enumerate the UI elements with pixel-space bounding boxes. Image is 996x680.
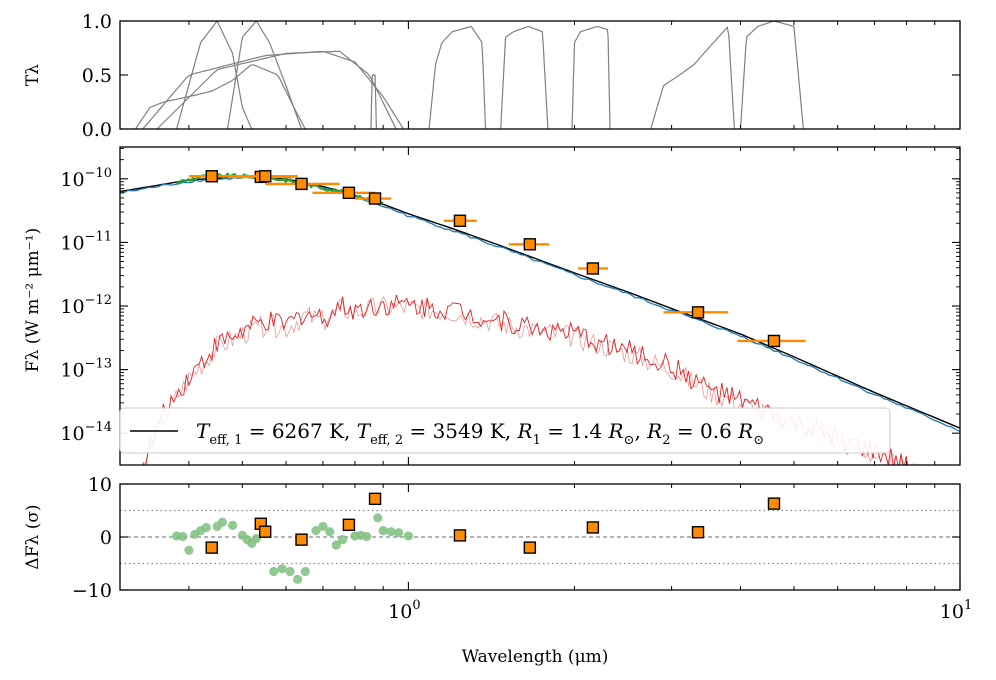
- filter-curve-filter-b: [176, 21, 253, 129]
- photometry-residual-point: [453, 529, 467, 542]
- sed-y-tick-label: 10−14: [60, 420, 112, 445]
- spectrum-residual-point: [311, 526, 321, 536]
- residual-points: [172, 492, 781, 585]
- residual-y-tick-label: 10: [88, 474, 112, 496]
- spectrum-residual-point: [293, 574, 303, 585]
- photometry-point: [691, 306, 705, 319]
- transmission-y-tick-label: 0.5: [82, 65, 112, 87]
- sed-y-tick-label: 10−10: [60, 166, 112, 191]
- transmission-x-ticks: [119, 21, 961, 129]
- spectrum-residual-point: [227, 520, 238, 530]
- transmission-frame: [119, 20, 961, 130]
- photometry-residual-point: [368, 492, 382, 506]
- x-tick-label: 100: [388, 598, 420, 623]
- spectrum-residual-point: [251, 533, 261, 544]
- sed-x-ticks: [119, 147, 961, 465]
- spectrum-residual-point: [325, 527, 335, 537]
- filter-curve-Ks: [571, 25, 611, 129]
- spectrum-residual-point: [217, 517, 227, 527]
- filter-curve-H: [500, 25, 549, 129]
- photometry-residual-point: [691, 526, 705, 539]
- photometry-point: [523, 238, 537, 251]
- photometry-point: [295, 177, 308, 191]
- spectrum-residual-point: [201, 522, 211, 533]
- spectrum-residual-point: [386, 527, 396, 537]
- spectrum-residual-point: [184, 545, 194, 555]
- filter-curve-filter-f: [370, 74, 377, 129]
- spectrum-residual-point: [362, 531, 372, 542]
- transmission-panel: 0.0 0.5 1.0 Tλ: [23, 11, 961, 141]
- series-combined-model: [120, 175, 960, 429]
- filter-curve-W1: [650, 26, 735, 129]
- photometry-residual-point: [342, 518, 356, 532]
- photometry-residual-point: [523, 541, 537, 554]
- residual-y-tick-label: 0: [100, 527, 112, 549]
- spectrum-residual-point: [178, 531, 188, 542]
- filter-curve-filter-d: [142, 50, 405, 129]
- residual-x-ticks: 100 101: [119, 484, 972, 623]
- legend: Teff, 1 = 6267 K, Teff, 2 = 3549 K, R1 =…: [119, 407, 891, 454]
- sed-y-tick-label: 10−11: [60, 229, 112, 254]
- spectrum-residual-point: [331, 540, 341, 550]
- sed-y-tick-label: 10−13: [60, 357, 112, 382]
- sed-photometry: [188, 170, 806, 348]
- photometry-residual-point: [295, 533, 308, 546]
- spectrum-residual-point: [394, 528, 404, 538]
- filter-curve-filter-a: [134, 64, 306, 129]
- legend-label: Teff, 1 = 6267 K, Teff, 2 = 3549 K, R1 =…: [196, 419, 764, 448]
- photometry-point: [342, 186, 356, 199]
- x-tick-label: 101: [940, 598, 972, 623]
- photometry-point: [586, 262, 600, 275]
- residual-y-label: ΔFλ (σ): [23, 504, 43, 569]
- spectrum-residual-point: [277, 564, 287, 574]
- photometry-residual-point: [586, 521, 600, 534]
- photometry-point: [259, 170, 272, 183]
- spectrum-residual-point: [300, 566, 310, 577]
- spectrum-residual-point: [285, 566, 295, 577]
- spectrum-residual-point: [318, 521, 328, 532]
- transmission-y-ticks: 0.0 0.5 1.0: [82, 11, 960, 141]
- sed-y-ticks: 10−10 10−11 10−12 10−13 10−14: [60, 148, 960, 445]
- transmission-y-tick-label: 0.0: [82, 119, 112, 141]
- photometry-point: [453, 214, 467, 227]
- photometry-point: [368, 192, 382, 205]
- spectrum-residual-point: [373, 513, 383, 523]
- sed-panel: 10−10 10−11 10−12 10−13 10−14 Fλ (W m⁻² μm⁻¹…: [23, 146, 961, 466]
- filter-curve-W2: [739, 21, 804, 129]
- filter-curve-filter-e: [156, 50, 397, 129]
- spectrum-residual-point: [403, 531, 414, 541]
- series-secondary-spectrum: [142, 294, 909, 465]
- spectrum-residual-point: [269, 566, 279, 577]
- spectrum-residual-point: [378, 526, 388, 536]
- transmission-y-label: Tλ: [23, 64, 43, 86]
- transmission-y-tick-label: 1.0: [82, 11, 112, 33]
- filter-curve-filter-c: [226, 21, 303, 129]
- secondary-spectrum-band: [142, 296, 916, 465]
- residual-y-tick-label: −10: [72, 580, 112, 602]
- sed-y-label: Fλ (W m⁻² μm⁻¹): [23, 228, 43, 372]
- series-primary-spectrum: [120, 176, 960, 432]
- photometry-residual-point: [767, 497, 781, 510]
- residual-y-ticks: 10 0 −10: [72, 474, 960, 602]
- photometry-point: [205, 170, 218, 183]
- filter-curve-J: [428, 25, 487, 129]
- spectrum-residual-point: [338, 535, 348, 545]
- photometry-residual-point: [205, 541, 218, 554]
- x-axis-label: Wavelength (μm): [462, 647, 609, 667]
- sed-y-tick-label: 10−12: [60, 293, 112, 318]
- filter-curves: [134, 21, 804, 129]
- photometry-point: [767, 334, 781, 348]
- residual-panel: 100−10 100 101 ΔFλ (σ) Wavelength (μm): [23, 474, 972, 667]
- legend-box: [119, 407, 891, 454]
- photometry-residual-point: [259, 525, 272, 538]
